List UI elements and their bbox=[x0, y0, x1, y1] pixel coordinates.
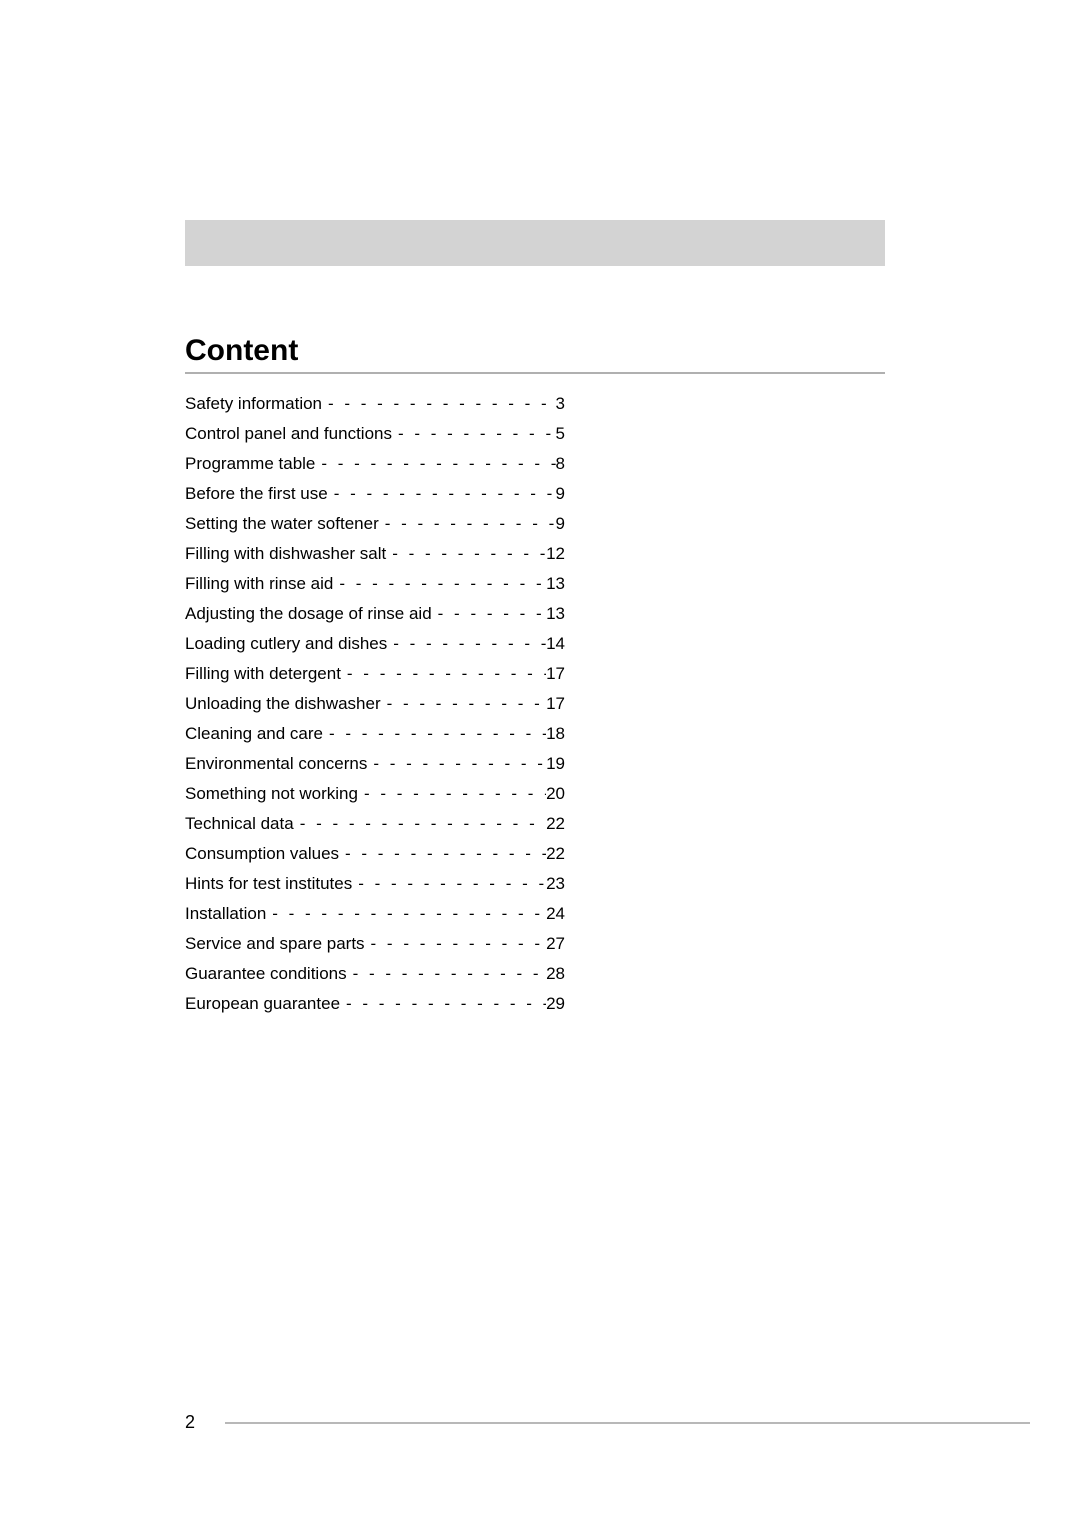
toc-leader: - - - - - - - - - - - - - - - - - - - - … bbox=[379, 515, 556, 532]
toc-row: Something not working- - - - - - - - - -… bbox=[185, 778, 565, 808]
toc-title: Filling with rinse aid bbox=[185, 575, 333, 592]
toc-page: 12 bbox=[546, 545, 565, 562]
toc-title: Technical data bbox=[185, 815, 294, 832]
toc-page: 22 bbox=[546, 845, 565, 862]
toc-row: Installation- - - - - - - - - - - - - - … bbox=[185, 898, 565, 928]
toc-title: Control panel and functions bbox=[185, 425, 392, 442]
toc-leader: - - - - - - - - - - - - - - - - - - - - … bbox=[347, 965, 546, 982]
toc-row: Technical data- - - - - - - - - - - - - … bbox=[185, 808, 565, 838]
toc-row: Before the first use- - - - - - - - - - … bbox=[185, 478, 565, 508]
toc-row: Filling with detergent- - - - - - - - - … bbox=[185, 658, 565, 688]
toc-leader: - - - - - - - - - - - - - - - - - - - - … bbox=[339, 845, 546, 862]
toc-page: 22 bbox=[546, 815, 565, 832]
toc-leader: - - - - - - - - - - - - - - - - - - - - … bbox=[328, 485, 556, 502]
toc-page: 17 bbox=[546, 695, 565, 712]
document-page: Content Safety information- - - - - - - … bbox=[0, 0, 1080, 1528]
toc-row: Guarantee conditions- - - - - - - - - - … bbox=[185, 958, 565, 988]
toc-row: Service and spare parts- - - - - - - - -… bbox=[185, 928, 565, 958]
toc-leader: - - - - - - - - - - - - - - - - - - - - … bbox=[340, 995, 546, 1012]
content-heading: Content bbox=[185, 334, 1030, 368]
toc-title: Service and spare parts bbox=[185, 935, 365, 952]
toc-page: 14 bbox=[546, 635, 565, 652]
toc-row: Unloading the dishwasher- - - - - - - - … bbox=[185, 688, 565, 718]
toc-page: 13 bbox=[546, 605, 565, 622]
toc-page: 23 bbox=[546, 875, 565, 892]
toc-title: Hints for test institutes bbox=[185, 875, 352, 892]
toc-leader: - - - - - - - - - - - - - - - - - - - - … bbox=[432, 605, 546, 622]
toc-title: Something not working bbox=[185, 785, 358, 802]
toc-page: 27 bbox=[546, 935, 565, 952]
toc-leader: - - - - - - - - - - - - - - - - - - - - … bbox=[365, 935, 547, 952]
toc-title: Filling with dishwasher salt bbox=[185, 545, 386, 562]
toc-leader: - - - - - - - - - - - - - - - - - - - - … bbox=[294, 815, 546, 832]
toc-leader: - - - - - - - - - - - - - - - - - - - - … bbox=[367, 755, 546, 772]
toc-title: Consumption values bbox=[185, 845, 339, 862]
toc-title: Guarantee conditions bbox=[185, 965, 347, 982]
toc-page: 17 bbox=[546, 665, 565, 682]
toc-leader: - - - - - - - - - - - - - - - - - - - - … bbox=[341, 665, 546, 682]
toc-page: 13 bbox=[546, 575, 565, 592]
toc-page: 28 bbox=[546, 965, 565, 982]
toc-title: Safety information bbox=[185, 395, 322, 412]
toc-row: Safety information- - - - - - - - - - - … bbox=[185, 388, 565, 418]
toc-title: Adjusting the dosage of rinse aid bbox=[185, 605, 432, 622]
footer-rule bbox=[225, 1422, 1030, 1424]
toc-leader: - - - - - - - - - - - - - - - - - - - - … bbox=[323, 725, 546, 742]
toc-leader: - - - - - - - - - - - - - - - - - - - - … bbox=[392, 425, 556, 442]
toc-page: 18 bbox=[546, 725, 565, 742]
toc-leader: - - - - - - - - - - - - - - - - - - - - … bbox=[266, 905, 546, 922]
toc-page: 3 bbox=[556, 395, 565, 412]
toc-row: Adjusting the dosage of rinse aid- - - -… bbox=[185, 598, 565, 628]
page-footer: 2 bbox=[185, 1412, 1030, 1433]
heading-rule bbox=[185, 372, 885, 374]
toc-row: Hints for test institutes- - - - - - - -… bbox=[185, 868, 565, 898]
toc-row: Filling with rinse aid- - - - - - - - - … bbox=[185, 568, 565, 598]
toc-page: 19 bbox=[546, 755, 565, 772]
toc-title: Filling with detergent bbox=[185, 665, 341, 682]
toc-title: Cleaning and care bbox=[185, 725, 323, 742]
toc-row: Consumption values- - - - - - - - - - - … bbox=[185, 838, 565, 868]
toc-row: Control panel and functions- - - - - - -… bbox=[185, 418, 565, 448]
toc-leader: - - - - - - - - - - - - - - - - - - - - … bbox=[381, 695, 546, 712]
toc-page: 9 bbox=[556, 485, 565, 502]
toc-page: 8 bbox=[556, 455, 565, 472]
page-number: 2 bbox=[185, 1412, 195, 1433]
toc-page: 24 bbox=[546, 905, 565, 922]
toc-title: Loading cutlery and dishes bbox=[185, 635, 387, 652]
toc-title: Programme table bbox=[185, 455, 315, 472]
toc-leader: - - - - - - - - - - - - - - - - - - - - … bbox=[333, 575, 546, 592]
toc-leader: - - - - - - - - - - - - - - - - - - - - … bbox=[358, 785, 546, 802]
toc-title: European guarantee bbox=[185, 995, 340, 1012]
header-bar bbox=[185, 220, 885, 266]
toc-leader: - - - - - - - - - - - - - - - - - - - - … bbox=[387, 635, 546, 652]
toc-row: Setting the water softener- - - - - - - … bbox=[185, 508, 565, 538]
toc-row: Environmental concerns- - - - - - - - - … bbox=[185, 748, 565, 778]
toc-title: Installation bbox=[185, 905, 266, 922]
toc-row: Cleaning and care- - - - - - - - - - - -… bbox=[185, 718, 565, 748]
toc-title: Unloading the dishwasher bbox=[185, 695, 381, 712]
toc-row: Programme table- - - - - - - - - - - - -… bbox=[185, 448, 565, 478]
toc-title: Before the first use bbox=[185, 485, 328, 502]
toc-page: 29 bbox=[546, 995, 565, 1012]
toc-title: Environmental concerns bbox=[185, 755, 367, 772]
toc-row: European guarantee- - - - - - - - - - - … bbox=[185, 988, 565, 1018]
toc-leader: - - - - - - - - - - - - - - - - - - - - … bbox=[315, 455, 555, 472]
toc-page: 9 bbox=[556, 515, 565, 532]
toc-page: 20 bbox=[546, 785, 565, 802]
toc-leader: - - - - - - - - - - - - - - - - - - - - … bbox=[386, 545, 546, 562]
toc-row: Filling with dishwasher salt- - - - - - … bbox=[185, 538, 565, 568]
toc-leader: - - - - - - - - - - - - - - - - - - - - … bbox=[322, 395, 556, 412]
table-of-contents: Safety information- - - - - - - - - - - … bbox=[185, 388, 565, 1018]
toc-row: Loading cutlery and dishes- - - - - - - … bbox=[185, 628, 565, 658]
toc-page: 5 bbox=[556, 425, 565, 442]
toc-title: Setting the water softener bbox=[185, 515, 379, 532]
toc-leader: - - - - - - - - - - - - - - - - - - - - … bbox=[352, 875, 546, 892]
